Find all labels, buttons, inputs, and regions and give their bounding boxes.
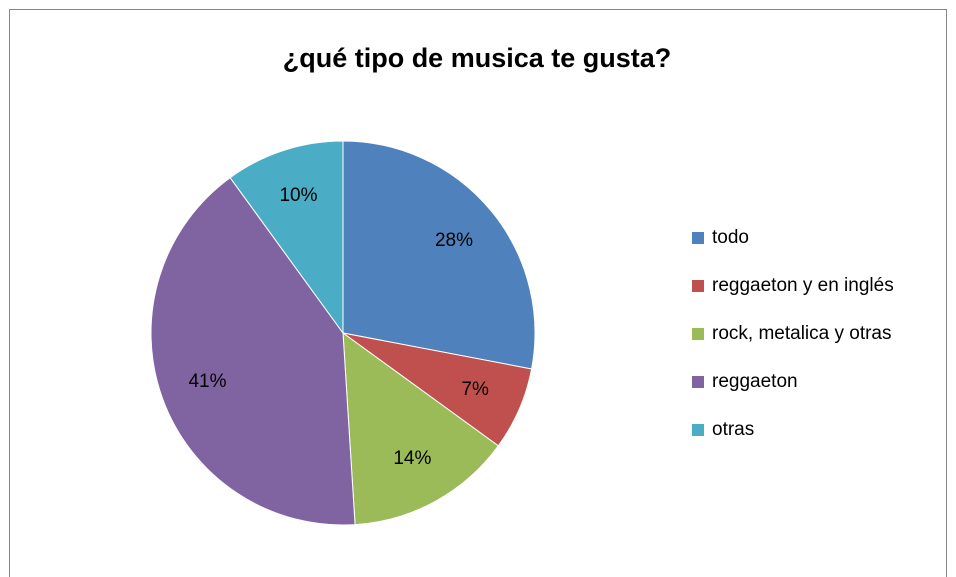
legend-label: rock, metalica y otras	[712, 323, 892, 344]
pie-slice	[342, 140, 536, 370]
legend-swatch	[692, 232, 704, 244]
legend-swatch	[692, 280, 704, 292]
data-label: 10%	[279, 185, 317, 206]
legend-label: otras	[712, 419, 754, 440]
data-label: 14%	[393, 448, 431, 469]
legend-label: todo	[712, 227, 749, 248]
data-label: 28%	[435, 230, 473, 251]
pie-slice	[150, 176, 356, 526]
data-label: 41%	[188, 371, 226, 392]
legend-swatch	[692, 328, 704, 340]
pie-slice	[229, 140, 344, 335]
legend-label: reggaeton y en inglés	[712, 275, 894, 296]
legend-swatch	[692, 424, 704, 436]
chart-title: ¿qué tipo de musica te gusta?	[283, 43, 672, 73]
data-label: 7%	[461, 379, 489, 400]
pie-slice	[342, 331, 500, 526]
legend-swatch	[692, 376, 704, 388]
legend-label: reggaeton	[712, 371, 798, 392]
